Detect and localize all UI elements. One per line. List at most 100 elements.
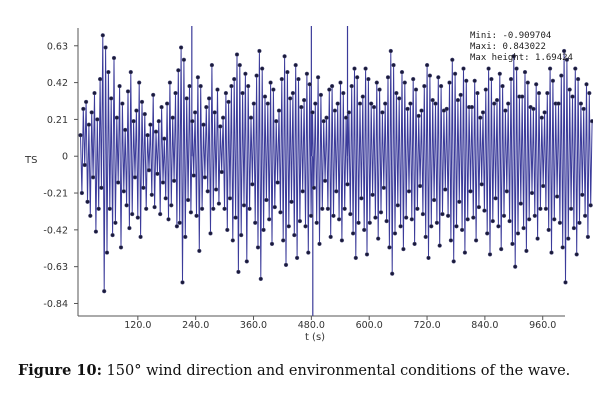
data-point xyxy=(134,108,139,113)
data-point xyxy=(459,227,465,233)
data-point xyxy=(430,97,435,103)
data-point xyxy=(346,110,352,115)
data-point xyxy=(307,82,312,87)
data-point xyxy=(324,115,329,120)
data-point xyxy=(482,208,487,213)
data-point xyxy=(131,119,136,124)
data-point xyxy=(409,217,414,222)
data-point xyxy=(132,175,138,180)
data-point xyxy=(183,234,188,240)
data-point xyxy=(227,196,233,201)
data-point xyxy=(479,182,484,187)
data-point xyxy=(465,217,470,222)
data-point xyxy=(472,78,477,83)
data-point xyxy=(408,101,413,106)
data-point xyxy=(567,87,572,92)
data-point xyxy=(171,178,177,183)
data-point xyxy=(438,83,444,89)
data-point xyxy=(125,89,131,94)
data-point xyxy=(518,201,523,206)
data-point xyxy=(216,201,222,206)
x-tick-label: 360.0 xyxy=(240,320,267,331)
data-point xyxy=(334,189,339,194)
y-tick-label: -0.42 xyxy=(43,225,68,236)
data-point xyxy=(359,196,364,201)
data-point xyxy=(366,76,371,82)
data-point xyxy=(367,220,372,225)
data-point xyxy=(364,252,370,257)
data-point xyxy=(292,232,297,238)
y-axis-label: TS xyxy=(24,155,37,166)
data-point xyxy=(373,215,378,220)
data-point xyxy=(123,127,128,133)
data-point xyxy=(296,76,301,82)
data-point xyxy=(485,231,490,236)
data-point xyxy=(451,259,456,264)
data-point xyxy=(464,78,469,83)
data-point xyxy=(199,206,205,211)
data-point xyxy=(201,122,206,127)
data-point xyxy=(522,69,528,75)
data-point xyxy=(332,108,338,113)
data-point xyxy=(243,71,248,76)
data-point xyxy=(433,101,438,106)
data-point xyxy=(401,246,406,252)
data-point xyxy=(85,199,90,204)
caption-text: 150° wind direction and environmental co… xyxy=(101,363,571,379)
data-point xyxy=(191,173,196,178)
data-point xyxy=(370,192,375,197)
data-point xyxy=(577,220,582,225)
data-point xyxy=(589,119,593,124)
data-point xyxy=(536,90,542,96)
data-point xyxy=(378,210,384,215)
data-point xyxy=(356,220,361,225)
data-point xyxy=(391,62,396,68)
data-point xyxy=(520,94,525,99)
data-point xyxy=(288,96,293,101)
data-point xyxy=(306,250,311,255)
data-point xyxy=(299,104,304,110)
data-point xyxy=(511,54,516,59)
data-point xyxy=(265,101,270,106)
data-point xyxy=(192,110,198,115)
data-point xyxy=(95,117,100,122)
data-point xyxy=(254,73,259,78)
data-point xyxy=(276,108,282,113)
data-point xyxy=(575,76,581,82)
data-point xyxy=(353,255,358,261)
data-point xyxy=(145,133,150,138)
data-point xyxy=(197,248,202,254)
data-point xyxy=(268,80,273,85)
data-point xyxy=(529,190,535,196)
data-point xyxy=(248,115,254,120)
data-point xyxy=(486,66,491,71)
data-point xyxy=(527,217,532,222)
data-point xyxy=(320,206,325,211)
data-point xyxy=(436,75,441,80)
data-point xyxy=(93,229,99,234)
data-point xyxy=(385,75,391,80)
data-point xyxy=(437,243,442,248)
x-axis-label: t (s) xyxy=(305,332,325,343)
data-point xyxy=(130,211,135,217)
data-point xyxy=(447,80,452,85)
data-point xyxy=(384,218,389,224)
data-point xyxy=(468,189,473,194)
data-point xyxy=(513,264,518,269)
data-point xyxy=(208,231,213,236)
data-point xyxy=(297,218,303,224)
data-point xyxy=(557,220,563,225)
data-point xyxy=(286,224,291,229)
data-point xyxy=(487,252,493,257)
data-point xyxy=(78,133,83,138)
data-point xyxy=(290,90,296,96)
data-point xyxy=(113,220,118,225)
data-point xyxy=(381,185,386,190)
data-point xyxy=(215,87,220,92)
data-point xyxy=(521,225,526,231)
data-point xyxy=(325,206,331,211)
data-point xyxy=(272,204,277,210)
data-point xyxy=(342,206,347,211)
x-tick-label: 840.0 xyxy=(471,320,498,331)
data-point xyxy=(499,246,504,252)
